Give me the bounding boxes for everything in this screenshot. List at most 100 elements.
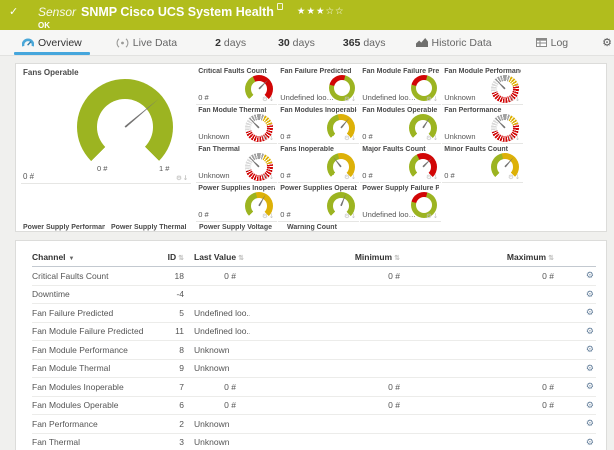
tab-30-days[interactable]: 30 days (278, 30, 315, 55)
gauge-tile-minor-faults-count[interactable]: Minor Faults Count 0 # ⚙↓ (442, 144, 524, 183)
tile-corner-icons[interactable]: ⚙↓ (508, 95, 521, 103)
pin-icon[interactable]: ↓ (514, 95, 522, 103)
pin-icon[interactable]: ↓ (350, 134, 358, 142)
tile-corner-icons[interactable]: ⚙↓ (426, 173, 439, 181)
gear-icon[interactable]: ⚙ (425, 173, 433, 181)
gauge-tile-major-faults-count[interactable]: Major Faults Count 0 # ⚙↓ (360, 144, 442, 183)
gauge-tile-fan-modules-inoperable[interactable]: Fan Modules Inoperable 0 # ⚙↓ (278, 105, 360, 144)
gauge-tile-fan-thermal[interactable]: Fan Thermal Unknown ⚙↓ (196, 144, 278, 183)
tile-corner-icons[interactable]: ⚙↓ (262, 134, 275, 142)
cell-channel[interactable]: Fan Modules Inoperable (32, 381, 124, 392)
channel-settings-icon[interactable]: ⚙ (585, 308, 594, 319)
cell-channel[interactable]: Fan Module Thermal (32, 363, 111, 374)
channel-settings-icon[interactable]: ⚙ (585, 345, 594, 356)
gear-icon[interactable]: ⚙ (507, 95, 515, 103)
sort-toggle-icon[interactable]: ⇅ (548, 253, 554, 262)
sort-toggle-icon[interactable]: ⇅ (394, 253, 400, 262)
tab-2-days[interactable]: 2 days (215, 30, 246, 55)
tile-corner-icons[interactable]: ⚙↓ (344, 134, 357, 142)
channel-settings-icon[interactable]: ⚙ (585, 400, 594, 411)
gear-icon[interactable]: ⚙ (261, 95, 269, 103)
gauge-tile-fan-performance[interactable]: Fan Performance Unknown ⚙↓ (442, 105, 524, 144)
column-header-last-value[interactable]: Last Value ⇅ (194, 251, 244, 262)
gear-icon[interactable]: ⚙ (261, 134, 269, 142)
tile-corner-icons[interactable]: ⚙↓ (176, 174, 189, 182)
channel-settings-icon[interactable]: ⚙ (585, 382, 594, 393)
sort-descending-icon[interactable]: ▼ (68, 255, 75, 262)
gauge-tile-power-supplies-operable[interactable]: Power Supplies Operable 0 # ⚙↓ (278, 183, 360, 222)
tab-live-data[interactable]: Live Data (116, 30, 177, 55)
pin-icon[interactable]: ↓ (432, 212, 440, 220)
sort-toggle-icon[interactable]: ⇅ (238, 253, 244, 262)
primary-gauge-tile[interactable]: Fans Operable 0 # 1 # 0 # ⚙↓ ⚙↓ (21, 66, 192, 184)
sort-toggle-icon[interactable]: ⇅ (178, 253, 184, 262)
gauge-tile-power-supplies-inoperable[interactable]: Power Supplies Inoperable 0 # ⚙↓ (196, 183, 278, 222)
pin-icon[interactable]: ↓ (514, 134, 522, 142)
cell-channel[interactable]: Fan Thermal (32, 437, 81, 448)
table-row-fan-module-thermal[interactable]: Fan Module Thermal 9 Unknown ⚙ (32, 360, 596, 378)
table-row-fan-failure-predicted[interactable]: Fan Failure Predicted 5 Undefined loo... ⚙ (32, 304, 596, 323)
table-row-critical-faults-count[interactable]: Critical Faults Count 18 0 # 0 # 0 # ⚙ (32, 267, 596, 286)
column-header-maximum[interactable]: Maximum ⇅ (506, 251, 554, 262)
cell-channel[interactable]: Critical Faults Count (32, 270, 109, 281)
pin-icon[interactable]: ↓ (268, 95, 276, 103)
channel-settings-icon[interactable]: ⚙ (585, 289, 594, 300)
gauge-tile-fan-failure-predicted[interactable]: Fan Failure Predicted Undefined lookup v.… (278, 66, 360, 105)
table-row-fan-modules-inoperable[interactable]: Fan Modules Inoperable 7 0 # 0 # 0 # ⚙ (32, 378, 596, 397)
gauge-tile-fan-module-performance[interactable]: Fan Module Performance Unknown ⚙↓ (442, 66, 524, 105)
table-row-fan-performance[interactable]: Fan Performance 2 Unknown ⚙ (32, 415, 596, 434)
gauge-tile-fan-modules-operable[interactable]: Fan Modules Operable 0 # ⚙↓ (360, 105, 442, 144)
gear-icon[interactable]: ⚙ (425, 212, 433, 220)
table-row-fan-modules-operable[interactable]: Fan Modules Operable 6 0 # 0 # 0 # ⚙ (32, 397, 596, 415)
gauge-tile-power-supply-failure-predicted[interactable]: Power Supply Failure Predicted Undefined … (360, 183, 442, 222)
tile-corner-icons[interactable]: ⚙↓ (508, 134, 521, 142)
gear-icon[interactable]: ⚙ (175, 174, 183, 182)
cell-channel[interactable]: Fan Module Failure Predicted (32, 326, 144, 337)
cell-channel[interactable]: Fan Modules Operable (32, 400, 119, 411)
tab-historic-data[interactable]: Historic Data (415, 30, 492, 55)
pin-icon[interactable]: ↓ (350, 212, 358, 220)
tab-overview[interactable]: Overview (14, 30, 90, 55)
gear-icon[interactable]: ⚙ (425, 95, 433, 103)
tile-corner-icons[interactable]: ⚙↓ (344, 173, 357, 181)
gear-icon[interactable]: ⚙ (507, 134, 515, 142)
table-row-downtime[interactable]: Downtime -4 ⚙ (32, 286, 596, 304)
gauge-tile-critical-faults-count[interactable]: Critical Faults Count 0 # ⚙↓ (196, 66, 278, 105)
channel-settings-icon[interactable]: ⚙ (585, 326, 594, 337)
table-row-fan-module-failure-predicted[interactable]: Fan Module Failure Predicted 11 Undefined … (32, 323, 596, 341)
tile-corner-icons[interactable]: ⚙↓ (344, 95, 357, 103)
gauge-tile-fan-module-thermal[interactable]: Fan Module Thermal Unknown ⚙↓ (196, 105, 278, 144)
gear-icon[interactable]: ⚙ (343, 212, 351, 220)
tab-365-days[interactable]: 365 days (343, 30, 386, 55)
column-header-channel[interactable]: Channel ▼ (32, 251, 75, 262)
cell-channel[interactable]: Fan Performance (32, 418, 98, 429)
pin-icon[interactable]: ↓ (514, 173, 522, 181)
tile-corner-icons[interactable]: ⚙↓ (262, 212, 275, 220)
gear-icon[interactable]: ⚙ (261, 212, 269, 220)
cell-channel[interactable]: Fan Failure Predicted (32, 307, 114, 318)
channel-settings-icon[interactable]: ⚙ (585, 271, 594, 282)
gear-icon[interactable]: ⚙ (507, 173, 515, 181)
gear-icon[interactable]: ⚙ (343, 173, 351, 181)
pin-icon[interactable]: ↓ (350, 173, 358, 181)
pin-icon[interactable]: ↓ (268, 134, 276, 142)
gear-icon[interactable]: ⚙ (343, 134, 351, 142)
gear-icon[interactable]: ⚙ (261, 173, 269, 181)
tile-corner-icons[interactable]: ⚙↓ (262, 173, 275, 181)
cell-channel[interactable]: Downtime (32, 289, 70, 300)
priority-stars[interactable]: ★★★☆☆ (296, 6, 345, 17)
tile-corner-icons[interactable]: ⚙↓ (426, 95, 439, 103)
tile-corner-icons[interactable]: ⚙↓ (344, 212, 357, 220)
pin-icon[interactable]: ↓ (432, 173, 440, 181)
pin-icon[interactable]: ↓ (268, 173, 276, 181)
table-row-fan-thermal[interactable]: Fan Thermal 3 Unknown ⚙ (32, 434, 596, 450)
tile-corner-icons[interactable]: ⚙↓ (426, 212, 439, 220)
tile-corner-icons[interactable]: ⚙↓ (176, 174, 189, 182)
pin-icon[interactable]: ↓ (268, 212, 276, 220)
pin-icon[interactable]: ↓ (182, 174, 190, 182)
cell-channel[interactable]: Fan Module Performance (32, 344, 128, 355)
pin-icon[interactable]: ↓ (432, 95, 440, 103)
tab-settings[interactable]: ⚙Settings (602, 30, 614, 55)
